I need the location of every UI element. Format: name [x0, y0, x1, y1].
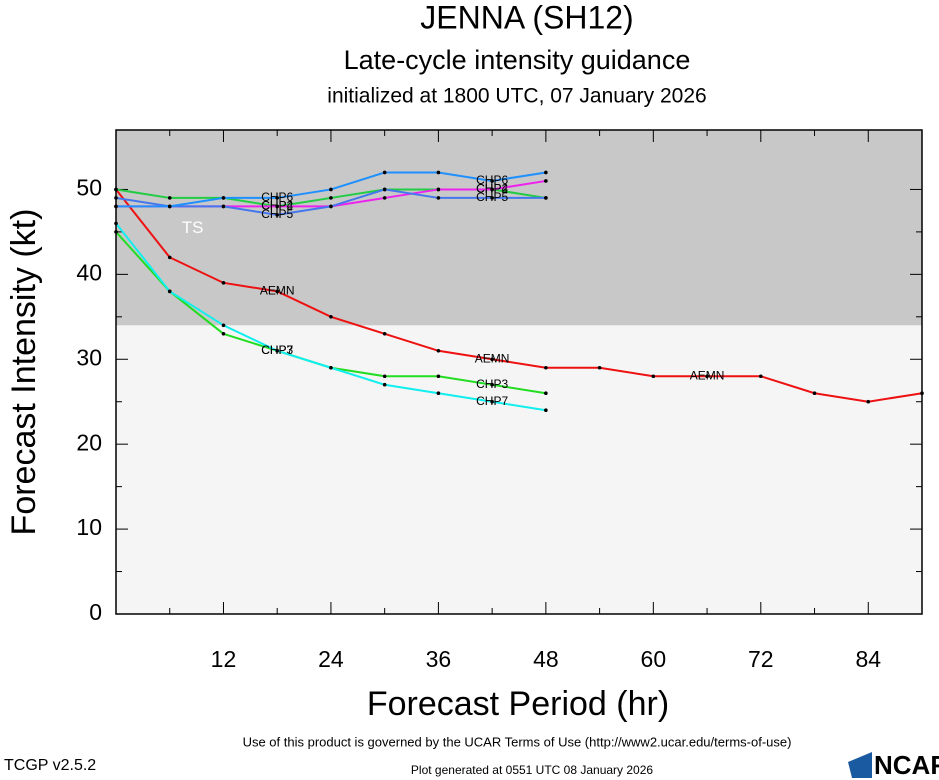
data-point [866, 399, 871, 404]
series-label: CHP4 [476, 182, 508, 196]
series-label: AEMN [475, 351, 510, 365]
chart-title: JENNA (SH12) [420, 0, 633, 35]
data-point [597, 365, 602, 370]
data-point [544, 196, 548, 200]
data-point [544, 179, 548, 183]
data-point [167, 196, 172, 200]
data-point [490, 187, 494, 192]
data-point [490, 357, 494, 362]
x-tick-label: 84 [855, 646, 881, 672]
data-point [544, 408, 548, 413]
data-point [436, 348, 441, 353]
y-axis-label: Forecast Intensity (kt) [5, 209, 43, 536]
version-note: TCGP v2.5.2 [4, 757, 96, 774]
data-point [329, 196, 333, 200]
x-tick-label: 72 [748, 646, 774, 672]
chart-subtitle: Late-cycle intensity guidance [344, 45, 691, 75]
series-label: AEMN [690, 368, 725, 382]
y-tick-label: 30 [76, 344, 102, 370]
x-tick-label: 60 [641, 646, 667, 672]
data-point [329, 204, 333, 209]
data-point [490, 196, 494, 200]
y-tick-label: 40 [76, 259, 102, 285]
data-point [759, 374, 763, 379]
y-tick-label: 50 [76, 175, 102, 201]
logo-mark [848, 752, 872, 778]
x-tick-label: 36 [426, 646, 452, 672]
data-point [221, 196, 226, 200]
series-label: CHP6 [261, 190, 293, 204]
series-line [115, 188, 923, 403]
data-point [329, 315, 333, 319]
data-point [436, 187, 441, 192]
band-label: TS [182, 218, 204, 237]
data-point [436, 196, 441, 200]
x-axis-label: Forecast Period (hr) [367, 685, 669, 723]
x-tick-label: 48 [533, 646, 559, 672]
series-label: CHP5 [476, 190, 508, 204]
data-point [490, 382, 494, 387]
x-tick-label: 12 [211, 646, 237, 672]
generated-note: Plot generated at 0551 UTC 08 January 20… [411, 763, 653, 777]
series-label: CHP5 [261, 207, 293, 221]
series-label: CHP7 [261, 343, 293, 357]
data-point [436, 391, 441, 396]
data-point [221, 281, 226, 285]
y-tick-label: 20 [76, 429, 102, 455]
ts-band [116, 130, 922, 326]
data-point [221, 323, 226, 328]
data-point [382, 374, 387, 379]
data-point [544, 391, 548, 396]
data-point [544, 365, 548, 370]
series-label: CHP7 [476, 394, 508, 408]
y-tick-label: 0 [89, 599, 102, 625]
data-point [275, 348, 280, 353]
series-label: AEMN [260, 284, 295, 298]
data-point [275, 204, 280, 209]
series-label: CHP4 [261, 199, 293, 213]
data-point [329, 365, 333, 370]
data-point [436, 374, 441, 379]
series-label: CHP6 [476, 173, 508, 187]
data-point [221, 204, 226, 209]
init-time: initialized at 1800 UTC, 07 January 2026 [327, 85, 706, 108]
data-point [275, 196, 280, 200]
terms-note: Use of this product is governed by the U… [243, 734, 792, 749]
data-point [705, 374, 709, 379]
data-point [167, 255, 172, 260]
data-point [221, 331, 226, 336]
data-point [382, 170, 387, 175]
data-point [275, 289, 280, 294]
data-point [275, 213, 280, 217]
data-point [382, 382, 387, 387]
data-point [382, 187, 387, 192]
plot-area: TSAEMNAEMNAEMNCHP3CHP3CHP7CHP7CHP2CHP2CH… [114, 129, 924, 615]
data-point [382, 196, 387, 200]
ncar-logo: NCAR [848, 750, 939, 780]
x-tick-label: 24 [318, 646, 344, 672]
data-point [544, 170, 548, 175]
data-point [167, 204, 172, 209]
data-point [382, 331, 387, 336]
data-point [490, 179, 494, 183]
y-tick-label: 10 [76, 514, 102, 540]
data-point [436, 170, 441, 175]
plot-frame [115, 129, 923, 615]
data-point [329, 187, 333, 192]
data-point [651, 374, 656, 379]
logo-text: NCAR [874, 750, 939, 780]
data-point [490, 399, 494, 404]
data-point [812, 391, 817, 396]
series-label: CHP3 [476, 377, 508, 391]
data-point [167, 289, 172, 294]
